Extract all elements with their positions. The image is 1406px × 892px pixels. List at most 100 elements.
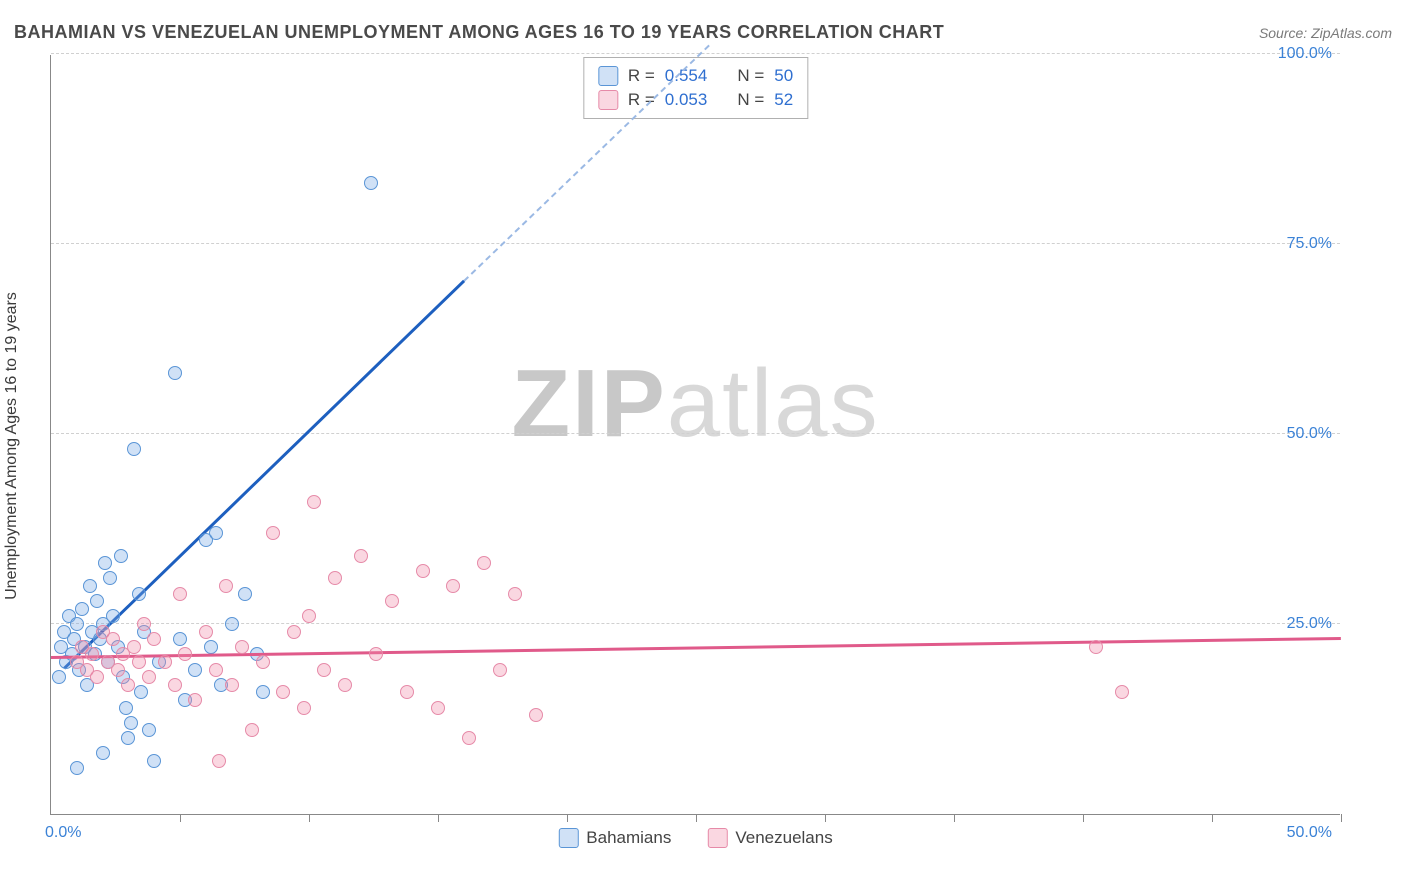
x-tick bbox=[1341, 814, 1342, 822]
data-point bbox=[168, 366, 182, 380]
data-point bbox=[209, 526, 223, 540]
stat-N-label: N = bbox=[737, 66, 764, 86]
data-point bbox=[103, 571, 117, 585]
data-point bbox=[302, 609, 316, 623]
data-point bbox=[266, 526, 280, 540]
data-point bbox=[287, 625, 301, 639]
data-point bbox=[204, 640, 218, 654]
data-point bbox=[212, 754, 226, 768]
legend-swatch-bahamians bbox=[558, 828, 578, 848]
data-point bbox=[75, 602, 89, 616]
data-point bbox=[225, 678, 239, 692]
data-point bbox=[90, 594, 104, 608]
data-point bbox=[96, 746, 110, 760]
data-point bbox=[158, 655, 172, 669]
gridline bbox=[51, 53, 1340, 54]
data-point bbox=[446, 579, 460, 593]
y-tick-label: 75.0% bbox=[1287, 235, 1332, 253]
scatter-plot: ZIPatlas R = 0.554 N = 50 R = 0.053 N = … bbox=[50, 55, 1340, 815]
data-point bbox=[142, 723, 156, 737]
data-point bbox=[245, 723, 259, 737]
data-point bbox=[178, 647, 192, 661]
data-point bbox=[127, 442, 141, 456]
legend: Bahamians Venezuelans bbox=[558, 828, 832, 848]
trend-line bbox=[63, 280, 465, 669]
watermark: ZIPatlas bbox=[511, 349, 879, 459]
y-tick-label: 50.0% bbox=[1287, 425, 1332, 443]
data-point bbox=[219, 579, 233, 593]
data-point bbox=[106, 632, 120, 646]
x-tick bbox=[1083, 814, 1084, 822]
data-point bbox=[106, 609, 120, 623]
data-point bbox=[127, 640, 141, 654]
data-point bbox=[431, 701, 445, 715]
data-point bbox=[477, 556, 491, 570]
data-point bbox=[147, 632, 161, 646]
data-point bbox=[225, 617, 239, 631]
data-point bbox=[137, 617, 151, 631]
x-tick bbox=[180, 814, 181, 822]
stats-row-bahamians: R = 0.554 N = 50 bbox=[598, 64, 793, 88]
y-axis-label: Unemployment Among Ages 16 to 19 years bbox=[3, 292, 21, 600]
y-tick-label: 25.0% bbox=[1287, 615, 1332, 633]
data-point bbox=[134, 685, 148, 699]
data-point bbox=[328, 571, 342, 585]
data-point bbox=[173, 632, 187, 646]
data-point bbox=[400, 685, 414, 699]
x-tick bbox=[954, 814, 955, 822]
data-point bbox=[132, 655, 146, 669]
data-point bbox=[132, 587, 146, 601]
data-point bbox=[98, 556, 112, 570]
stats-row-venezuelans: R = 0.053 N = 52 bbox=[598, 88, 793, 112]
data-point bbox=[256, 655, 270, 669]
chart-title: BAHAMIAN VS VENEZUELAN UNEMPLOYMENT AMON… bbox=[14, 22, 944, 43]
correlation-stats-box: R = 0.554 N = 50 R = 0.053 N = 52 bbox=[583, 57, 808, 119]
gridline bbox=[51, 623, 1340, 624]
data-point bbox=[85, 647, 99, 661]
stat-N-value: 50 bbox=[774, 66, 793, 86]
x-axis-origin-label: 0.0% bbox=[45, 824, 81, 842]
data-point bbox=[90, 670, 104, 684]
data-point bbox=[52, 670, 66, 684]
data-point bbox=[173, 587, 187, 601]
data-point bbox=[364, 176, 378, 190]
data-point bbox=[338, 678, 352, 692]
data-point bbox=[121, 678, 135, 692]
data-point bbox=[416, 564, 430, 578]
data-point bbox=[238, 587, 252, 601]
data-point bbox=[121, 731, 135, 745]
data-point bbox=[209, 663, 223, 677]
data-point bbox=[111, 663, 125, 677]
data-point bbox=[235, 640, 249, 654]
data-point bbox=[369, 647, 383, 661]
data-point bbox=[142, 670, 156, 684]
legend-label: Venezuelans bbox=[735, 828, 832, 848]
stat-R-value: 0.053 bbox=[665, 90, 708, 110]
swatch-bahamians bbox=[598, 66, 618, 86]
data-point bbox=[508, 587, 522, 601]
legend-label: Bahamians bbox=[586, 828, 671, 848]
y-tick-label: 100.0% bbox=[1278, 45, 1332, 63]
watermark-bold: ZIP bbox=[511, 350, 666, 457]
x-tick bbox=[696, 814, 697, 822]
data-point bbox=[297, 701, 311, 715]
x-tick bbox=[1212, 814, 1213, 822]
x-tick bbox=[438, 814, 439, 822]
data-point bbox=[307, 495, 321, 509]
swatch-venezuelans bbox=[598, 90, 618, 110]
legend-swatch-venezuelans bbox=[707, 828, 727, 848]
data-point bbox=[385, 594, 399, 608]
data-point bbox=[188, 663, 202, 677]
data-point bbox=[1115, 685, 1129, 699]
x-tick bbox=[825, 814, 826, 822]
gridline bbox=[51, 243, 1340, 244]
data-point bbox=[83, 579, 97, 593]
chart-header: BAHAMIAN VS VENEZUELAN UNEMPLOYMENT AMON… bbox=[14, 22, 1392, 43]
watermark-light: atlas bbox=[667, 350, 880, 457]
stat-N-label: N = bbox=[737, 90, 764, 110]
x-tick bbox=[309, 814, 310, 822]
data-point bbox=[114, 549, 128, 563]
data-point bbox=[354, 549, 368, 563]
data-point bbox=[276, 685, 290, 699]
data-point bbox=[119, 701, 133, 715]
